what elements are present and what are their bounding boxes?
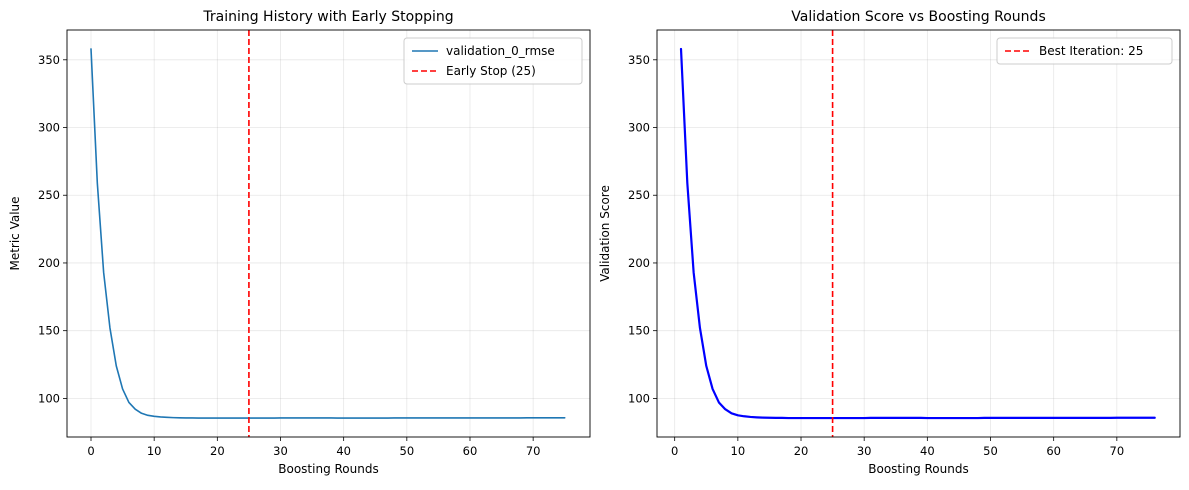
x-tick-label: 10: [731, 444, 746, 458]
x-axis-label: Boosting Rounds: [868, 462, 968, 476]
chart-validation-score: 0 10 20 30 40 50 60 70 100 150 200 250 300 350 Validat…: [598, 9, 1181, 476]
y-tick-label: 100: [38, 391, 60, 405]
y-tick-label: 150: [38, 324, 60, 338]
axes-frame: [656, 29, 1181, 438]
y-tick-label: 150: [628, 324, 650, 338]
y-tick-label: 350: [628, 53, 650, 67]
x-tick-label: 30: [857, 444, 872, 458]
y-tick-label: 200: [628, 256, 650, 270]
legend-label: Early Stop (25): [446, 64, 536, 78]
y-tick-label: 200: [38, 256, 60, 270]
x-tick-label: 50: [400, 444, 415, 458]
x-tick-label: 0: [671, 444, 678, 458]
x-tick-label: 10: [147, 444, 162, 458]
axes-frame: [66, 29, 591, 438]
x-tick-label: 30: [273, 444, 288, 458]
y-tick-label: 250: [38, 188, 60, 202]
y-axis-label: Metric Value: [8, 196, 22, 270]
y-tick-label: 300: [628, 121, 650, 135]
legend-box: [996, 37, 1173, 65]
x-tick-label: 70: [526, 444, 541, 458]
x-axis-label: Boosting Rounds: [278, 462, 378, 476]
x-tick-label: 40: [920, 444, 935, 458]
x-tick-label: 20: [794, 444, 809, 458]
x-tick-label: 70: [1110, 444, 1125, 458]
chart-title: Validation Score vs Boosting Rounds: [791, 9, 1045, 25]
legend-box: [403, 37, 583, 85]
chart-title: Training History with Early Stopping: [202, 9, 453, 25]
y-tick-label: 350: [38, 53, 60, 67]
x-tick-label: 60: [463, 444, 478, 458]
x-tick-label: 20: [210, 444, 225, 458]
legend-label: Best Iteration: 25: [1039, 44, 1143, 58]
x-tick-label: 40: [336, 444, 351, 458]
y-tick-label: 100: [628, 391, 650, 405]
series-line: [90, 48, 566, 419]
x-tick-label: 0: [87, 444, 94, 458]
x-tick-label: 50: [983, 444, 998, 458]
x-tick-label: 60: [1046, 444, 1061, 458]
y-axis-label: Validation Score: [598, 185, 612, 282]
chart-training-history: 0 10 20 30 40 50 60 70 100 150 200 250 300 350 Trainin…: [8, 9, 591, 476]
y-tick-label: 300: [38, 121, 60, 135]
y-tick-label: 250: [628, 188, 650, 202]
series-line: [679, 47, 1156, 420]
legend-label: validation_0_rmse: [446, 44, 555, 58]
